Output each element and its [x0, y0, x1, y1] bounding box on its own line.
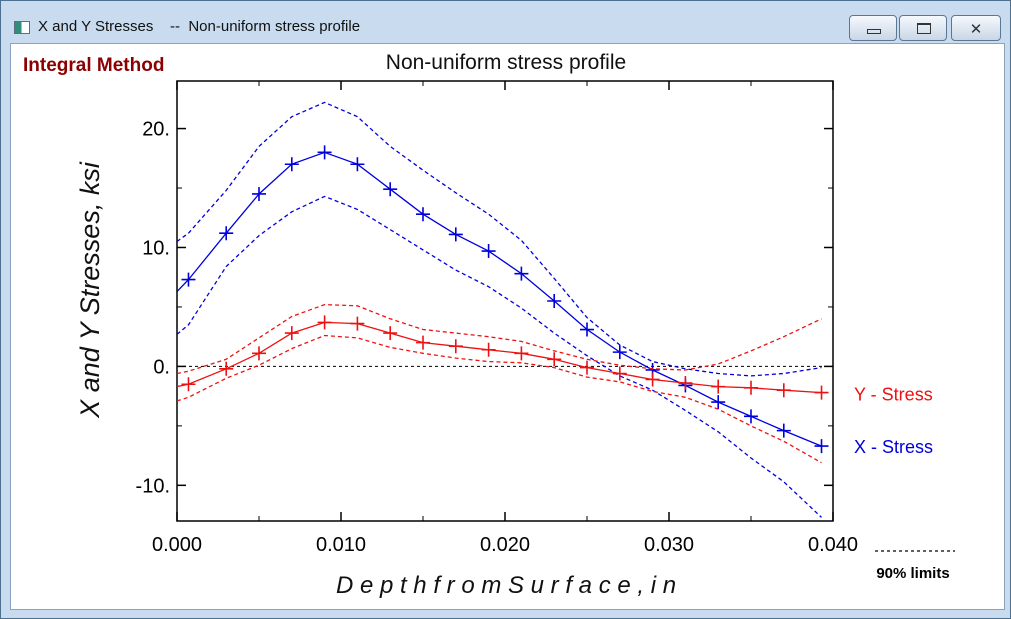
data-point — [448, 339, 463, 354]
plot-area: Integral Method Non-uniform stress profi… — [10, 43, 1005, 610]
method-label: Integral Method — [23, 55, 165, 76]
series-legend-label: Y - Stress — [854, 385, 933, 405]
data-point — [383, 182, 398, 197]
series-legend-label: X - Stress — [854, 437, 933, 457]
y-tick-label: 10. — [142, 237, 170, 259]
maximize-icon — [917, 23, 931, 34]
data-point — [612, 345, 627, 360]
x-tick-label: 0.000 — [152, 534, 202, 556]
data-point — [645, 372, 660, 387]
data-point — [416, 335, 430, 350]
data-point — [219, 361, 234, 376]
data-point — [252, 186, 266, 201]
series-x-stress — [177, 101, 829, 518]
data-point — [181, 272, 196, 287]
data-point — [252, 346, 266, 361]
close-button[interactable]: ✕ — [951, 15, 1001, 41]
data-point — [814, 385, 829, 400]
data-point — [580, 322, 594, 337]
data-point — [514, 266, 529, 281]
window-title: X and Y Stresses -- Non-uniform stress p… — [38, 18, 361, 35]
upper-limit-line — [177, 303, 822, 375]
lower-limit-line — [177, 195, 822, 518]
limits-legend-label: 90% limits — [876, 565, 949, 582]
data-point — [317, 145, 332, 160]
x-tick-label: 0.010 — [316, 534, 366, 556]
upper-limit-line — [177, 101, 822, 377]
x-tick-label: 0.040 — [808, 534, 858, 556]
y-axis-label: X and Y Stresses, ksi — [75, 161, 105, 419]
data-point — [744, 409, 758, 424]
minimize-icon — [867, 29, 881, 34]
data-point — [814, 439, 829, 454]
data-point — [612, 366, 627, 381]
data-point — [350, 316, 365, 331]
stress-chart: Non-uniform stress profile 20. 10. 0. -10. 0.… — [75, 51, 955, 599]
series-y-stress — [177, 303, 829, 464]
data-point — [776, 383, 791, 398]
y-tick-label: 20. — [142, 119, 170, 141]
x-axis-label: D e p t h f r o m S u r f a c e , i n — [336, 572, 676, 599]
data-point — [580, 360, 594, 375]
data-point — [776, 423, 791, 438]
data-point — [678, 376, 693, 391]
x-tick-label: 0.020 — [480, 534, 530, 556]
data-point — [219, 226, 234, 241]
data-point — [481, 244, 496, 259]
data-point — [181, 377, 196, 392]
data-point — [284, 326, 299, 341]
x-tick-label: 0.030 — [644, 534, 694, 556]
app-icon[interactable] — [14, 21, 30, 34]
data-point — [448, 227, 463, 242]
data-point — [547, 352, 562, 367]
data-point — [284, 157, 299, 172]
minimize-button[interactable] — [849, 15, 897, 41]
lower-limit-line — [177, 334, 822, 464]
maximize-button[interactable] — [899, 15, 947, 41]
data-point — [711, 379, 726, 394]
data-point — [416, 207, 430, 222]
title-bar[interactable]: X and Y Stresses -- Non-uniform stress p… — [1, 1, 1010, 41]
data-point — [383, 326, 398, 341]
close-icon: ✕ — [969, 20, 983, 38]
chart-title: Non-uniform stress profile — [386, 51, 626, 74]
data-point — [744, 380, 758, 395]
data-point — [350, 157, 365, 172]
data-point — [514, 346, 529, 361]
data-point — [481, 342, 496, 357]
data-point — [711, 395, 726, 410]
plot-frame — [176, 80, 834, 522]
y-tick-label: -10. — [136, 475, 170, 497]
data-point — [547, 294, 562, 308]
data-point — [317, 315, 332, 330]
y-tick-label: 0. — [153, 356, 170, 378]
